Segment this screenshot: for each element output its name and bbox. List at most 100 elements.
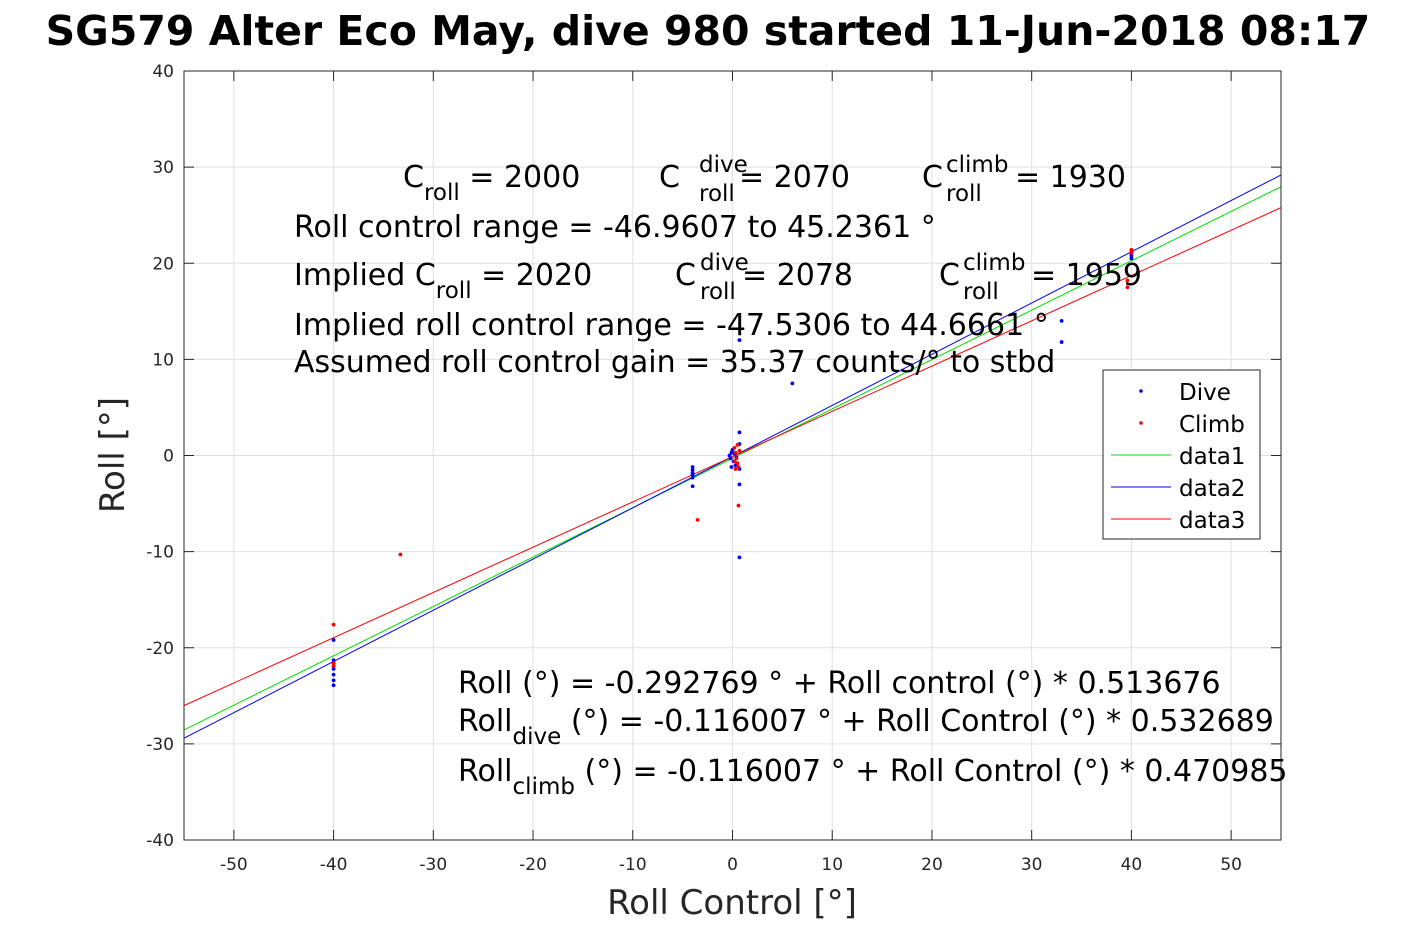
climb-point bbox=[737, 448, 742, 453]
implied-c-roll-sub: roll bbox=[436, 278, 472, 304]
c-roll-climb-sub: roll bbox=[946, 181, 982, 207]
climb-point bbox=[1125, 285, 1130, 290]
c-roll-dive-sup: dive bbox=[699, 152, 748, 178]
fit-climb-rest: (°) = -0.116007 ° + Roll Control (°) * 0… bbox=[575, 754, 1288, 789]
climb-point bbox=[695, 518, 700, 522]
climb-point bbox=[331, 622, 336, 627]
dive-point bbox=[1059, 340, 1064, 344]
fit-line-data3 bbox=[183, 207, 1282, 707]
c-roll-dive-rest: = 2070 bbox=[739, 160, 850, 195]
climb-point bbox=[736, 503, 741, 508]
y-tick-label: 20 bbox=[152, 254, 174, 274]
c-roll-dive-sub: roll bbox=[699, 181, 735, 207]
svg-text:Croll = 2000: Croll = 2000 bbox=[403, 160, 580, 206]
y-tick-label: 10 bbox=[152, 350, 174, 370]
x-tick-label: 50 bbox=[1220, 855, 1242, 875]
dive-point bbox=[737, 430, 742, 435]
x-tick-label: -30 bbox=[419, 855, 447, 875]
x-tick-label: 20 bbox=[921, 855, 943, 875]
climb-point bbox=[398, 552, 403, 557]
svg-text:Rolldive (°) = -0.116007 ° + R: Rolldive (°) = -0.116007 ° + Roll Contro… bbox=[458, 704, 1274, 750]
data-points bbox=[331, 247, 1134, 688]
implied-c-roll-dive-sup: dive bbox=[700, 250, 749, 276]
y-tick-label: 30 bbox=[152, 158, 174, 178]
implied-c-roll-rest: = 2020 bbox=[472, 258, 593, 293]
implied-c-roll-climb-sup: climb bbox=[963, 250, 1025, 276]
annotation-c-roll-dive: C dive roll = 2070 bbox=[659, 152, 850, 207]
implied-c-roll-dive-base: C bbox=[675, 258, 696, 293]
dive-point bbox=[331, 683, 336, 688]
annotation-fit-climb: Rollclimb (°) = -0.116007 ° + Roll Contr… bbox=[458, 754, 1288, 800]
legend-dive-label: Dive bbox=[1179, 380, 1231, 406]
svg-text:Implied Croll = 2020: Implied Croll = 2020 bbox=[294, 258, 592, 304]
annotation-implied-c-roll: Implied Croll = 2020 bbox=[294, 258, 592, 304]
annotation-implied-c-roll-climb: C climb roll = 1959 bbox=[939, 250, 1142, 305]
dive-point bbox=[737, 555, 742, 560]
legend-climb-label: Climb bbox=[1179, 412, 1245, 438]
annotation-range: Roll control range = -46.9607 to 45.2361… bbox=[294, 210, 936, 245]
dive-point bbox=[331, 638, 336, 642]
c-roll-climb-sup: climb bbox=[946, 152, 1008, 178]
fit-lines bbox=[183, 174, 1282, 739]
fit-dive-base: Roll bbox=[458, 704, 513, 739]
climb-point bbox=[733, 467, 738, 471]
annotation-fit-all: Roll (°) = -0.292769 ° + Roll control (°… bbox=[458, 666, 1221, 701]
c-roll-dive-base: C bbox=[659, 160, 680, 195]
c-roll-sub: roll bbox=[424, 180, 460, 206]
c-roll-rest: = 2000 bbox=[460, 160, 581, 195]
climb-point bbox=[733, 450, 738, 455]
implied-c-roll-climb-sub: roll bbox=[963, 279, 999, 305]
legend: Dive Climb data1 data2 data3 bbox=[1102, 369, 1261, 540]
x-tick-label: -50 bbox=[220, 855, 248, 875]
dive-point bbox=[690, 484, 695, 489]
y-tick-label: -10 bbox=[146, 543, 174, 563]
y-tick-label: -30 bbox=[146, 735, 174, 755]
dive-point bbox=[690, 465, 695, 469]
y-tick-label: -20 bbox=[146, 639, 174, 659]
climb-point bbox=[734, 456, 739, 461]
y-tick-label: 40 bbox=[152, 62, 174, 82]
dive-point bbox=[729, 465, 734, 469]
implied-c-roll-dive-rest: = 2078 bbox=[742, 258, 853, 293]
fit-climb-sub: climb bbox=[513, 774, 575, 800]
legend-dive-marker bbox=[1139, 389, 1143, 393]
dive-point bbox=[729, 450, 734, 455]
x-axis-label: Roll Control [°] bbox=[607, 883, 857, 923]
plot-area-frame bbox=[183, 70, 1282, 841]
dive-point bbox=[1129, 253, 1134, 258]
climb-point bbox=[735, 461, 740, 466]
implied-c-roll-climb-rest: = 1959 bbox=[1031, 258, 1142, 293]
c-roll-base: C bbox=[403, 160, 424, 195]
svg-text:Rollclimb (°) = -0.116007 ° +: Rollclimb (°) = -0.116007 ° + Roll Contr… bbox=[458, 754, 1288, 800]
dive-point bbox=[727, 453, 732, 458]
dive-point bbox=[1129, 256, 1134, 261]
climb-point bbox=[331, 661, 336, 666]
y-axis-label: Roll [°] bbox=[93, 397, 133, 513]
y-tick-label: -40 bbox=[146, 831, 174, 851]
climb-point bbox=[736, 465, 741, 469]
dive-point bbox=[331, 658, 336, 663]
c-roll-climb-rest: = 1930 bbox=[1015, 160, 1126, 195]
dive-point bbox=[331, 666, 336, 671]
dive-point bbox=[690, 475, 695, 480]
annotation-gain: Assumed roll control gain = 35.37 counts… bbox=[294, 345, 1055, 380]
x-tick-label: 40 bbox=[1121, 855, 1143, 875]
x-tick-label: 0 bbox=[727, 855, 738, 875]
climb-point bbox=[1129, 250, 1134, 255]
chart-title: SG579 Alter Eco May, dive 980 started 11… bbox=[46, 7, 1371, 55]
x-tick-label: -40 bbox=[320, 855, 348, 875]
fit-dive-sub: dive bbox=[513, 724, 562, 750]
dive-point bbox=[690, 468, 695, 472]
y-tick-label: 0 bbox=[163, 447, 174, 467]
dive-point bbox=[690, 472, 695, 477]
climb-point bbox=[1129, 247, 1134, 252]
climb-point bbox=[331, 664, 336, 668]
x-tick-label: 30 bbox=[1021, 855, 1043, 875]
annotation-c-roll: Croll = 2000 bbox=[403, 160, 580, 206]
legend-data3-label: data3 bbox=[1179, 508, 1245, 534]
climb-point bbox=[732, 459, 737, 464]
legend-climb-marker bbox=[1139, 421, 1143, 425]
x-tick-label: -10 bbox=[619, 855, 647, 875]
dive-point bbox=[737, 338, 742, 343]
